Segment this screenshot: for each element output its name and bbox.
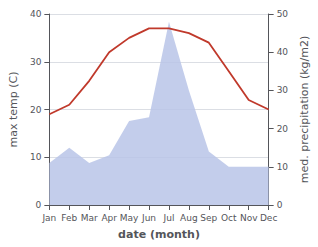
svg-text:40: 40 <box>277 47 289 57</box>
svg-text:Mar: Mar <box>81 213 98 223</box>
svg-text:Apr: Apr <box>101 213 117 223</box>
svg-text:40: 40 <box>30 9 42 19</box>
svg-text:20: 20 <box>30 105 42 115</box>
svg-text:Aug: Aug <box>180 213 198 223</box>
svg-text:Sep: Sep <box>200 213 217 223</box>
svg-text:0: 0 <box>277 200 283 210</box>
svg-text:30: 30 <box>30 57 42 67</box>
svg-text:Jul: Jul <box>163 213 175 223</box>
svg-text:50: 50 <box>277 9 289 19</box>
svg-text:20: 20 <box>277 124 289 134</box>
svg-text:Dec: Dec <box>260 213 277 223</box>
svg-text:30: 30 <box>277 85 289 95</box>
svg-text:max temp (C): max temp (C) <box>7 71 20 147</box>
svg-text:10: 10 <box>277 162 289 172</box>
svg-text:Jun: Jun <box>141 213 156 223</box>
svg-text:Oct: Oct <box>221 213 237 223</box>
svg-text:Nov: Nov <box>240 213 258 223</box>
svg-text:10: 10 <box>30 152 42 162</box>
svg-text:date (month): date (month) <box>118 228 200 241</box>
svg-text:Feb: Feb <box>61 213 77 223</box>
svg-text:Jan: Jan <box>41 213 56 223</box>
svg-text:May: May <box>120 213 139 223</box>
svg-text:med. precipitation (kg/m2): med. precipitation (kg/m2) <box>298 36 311 184</box>
svg-text:0: 0 <box>36 200 42 210</box>
